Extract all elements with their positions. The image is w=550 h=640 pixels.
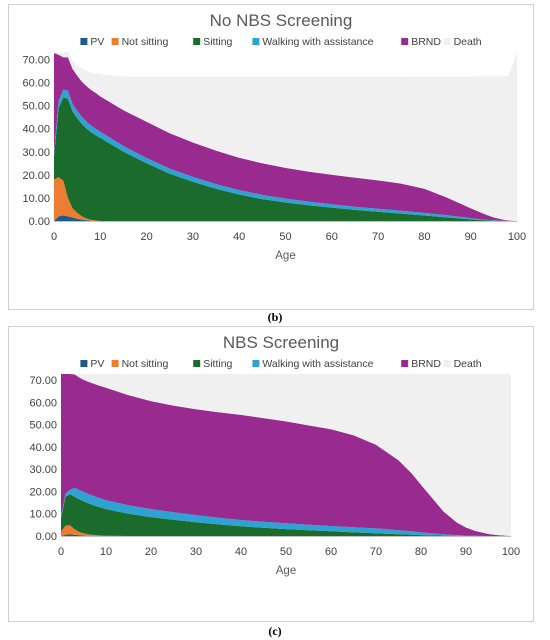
x-tick-label: 20	[145, 546, 157, 558]
chart-title: NBS Screening	[223, 333, 339, 352]
legend-label-not-sitting: Not sitting	[122, 36, 169, 48]
legend: PV Not sitting Sitting Walking with assista…	[80, 358, 482, 370]
legend-swatch-walking-with-assistance	[252, 38, 260, 45]
chart-panel-b: No NBS Screening PV Not sitting Sitting Walk…	[8, 4, 534, 310]
x-tick-label: 10	[100, 546, 112, 558]
x-tick-label: 30	[190, 546, 202, 558]
area-group	[54, 51, 517, 222]
x-tick-label: 40	[235, 546, 247, 558]
chart-no-nbs-screening: No NBS Screening PV Not sitting Sitting Walk…	[22, 11, 526, 262]
legend-label-sitting: Sitting	[203, 36, 232, 48]
y-tick-label: 40.00	[22, 124, 50, 136]
y-tick-label: 10.00	[22, 193, 50, 205]
legend-label-pv: PV	[90, 36, 104, 48]
area-death	[61, 374, 511, 536]
chart-nbs-screening: NBS Screening PV Not sitting Sitting Walking…	[29, 333, 520, 577]
x-tick-label: 70	[370, 546, 382, 558]
area-sitting	[54, 97, 517, 221]
legend-label-walking-with-assistance: Walking with assistance	[262, 36, 373, 48]
y-tick-label: 50.00	[29, 420, 57, 432]
area-death	[54, 51, 517, 222]
legend-label-death: Death	[454, 36, 482, 48]
legend-swatch-brnd	[401, 360, 409, 367]
area-group	[61, 374, 511, 536]
figure-caption-c: (c)	[268, 624, 282, 638]
x-tick-label: 0	[51, 231, 57, 243]
chart-title: No NBS Screening	[210, 11, 353, 30]
x-tick-label: 80	[418, 231, 430, 243]
legend-swatch-walking-with-assistance	[252, 360, 260, 367]
x-axis-title: Age	[275, 250, 295, 262]
legend-swatch-not-sitting	[111, 38, 119, 45]
legend: PV Not sitting Sitting Walking with assista…	[80, 36, 482, 48]
x-tick-label: 80	[415, 546, 427, 558]
legend-label-death: Death	[454, 358, 482, 370]
y-tick-label: 60.00	[22, 78, 50, 90]
legend-swatch-sitting	[193, 360, 201, 367]
legend-label-brnd: BRND	[411, 358, 441, 370]
y-tick-label: 60.00	[29, 397, 57, 409]
x-axis-title: Age	[276, 565, 296, 577]
y-tick-label: 0.00	[36, 531, 57, 543]
x-tick-label: 20	[140, 231, 152, 243]
x-tick-label: 60	[325, 546, 337, 558]
legend-label-brnd: BRND	[411, 36, 441, 48]
legend-label-pv: PV	[90, 358, 104, 370]
legend-swatch-sitting	[193, 38, 201, 45]
y-tick-label: 30.00	[29, 464, 57, 476]
y-tick-label: 70.00	[22, 54, 50, 66]
legend-label-sitting: Sitting	[203, 358, 232, 370]
legend-swatch-death	[443, 38, 451, 45]
legend-label-not-sitting: Not sitting	[122, 358, 169, 370]
x-tick-label: 50	[280, 546, 292, 558]
legend-label-walking-with-assistance: Walking with assistance	[262, 358, 373, 370]
area-brnd	[61, 374, 511, 536]
y-tick-label: 50.00	[22, 101, 50, 113]
x-tick-label: 10	[94, 231, 106, 243]
y-tick-label: 20.00	[29, 486, 57, 498]
area-walking-with-assistance	[61, 487, 511, 536]
legend-swatch-brnd	[401, 38, 409, 45]
y-tick-label: 20.00	[22, 170, 50, 182]
figure-caption-b: (b)	[267, 310, 283, 324]
area-sitting	[61, 494, 511, 536]
y-tick-label: 40.00	[29, 442, 57, 454]
y-tick-label: 70.00	[29, 375, 57, 387]
legend-swatch-death	[443, 360, 451, 367]
x-tick-label: 50	[279, 231, 291, 243]
y-tick-label: 10.00	[29, 509, 57, 521]
legend-swatch-pv	[80, 360, 88, 367]
y-tick-label: 30.00	[22, 147, 50, 159]
x-tick-label: 60	[326, 231, 338, 243]
x-tick-label: 90	[460, 546, 472, 558]
x-tick-label: 70	[372, 231, 384, 243]
y-tick-label: 0.00	[29, 216, 50, 228]
x-tick-label: 40	[233, 231, 245, 243]
x-tick-label: 30	[187, 231, 199, 243]
x-tick-label: 100	[502, 546, 520, 558]
legend-swatch-not-sitting	[111, 360, 119, 367]
x-tick-label: 0	[58, 546, 64, 558]
chart-panel-c: NBS Screening PV Not sitting Sitting Walking…	[8, 326, 534, 622]
area-brnd	[54, 53, 517, 221]
x-tick-label: 100	[508, 231, 526, 243]
x-tick-label: 90	[465, 231, 477, 243]
legend-swatch-pv	[80, 38, 88, 45]
